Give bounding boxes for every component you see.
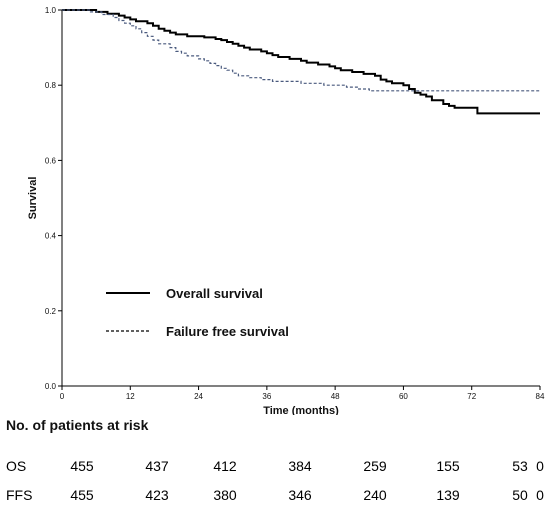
- risk-row-ffs: FFS 455 423 380 346 240 139 50 0: [0, 487, 550, 505]
- risk-row-label: FFS: [6, 487, 33, 503]
- legend-label-overall-survival: Overall survival: [166, 286, 263, 301]
- y-tick-label: 0.6: [45, 156, 57, 165]
- x-tick-label: 84: [536, 392, 545, 401]
- risk-cell: 437: [145, 458, 169, 474]
- legend-label-failure-free-survival: Failure free survival: [166, 324, 289, 339]
- risk-cell: 53: [512, 458, 528, 474]
- axes-layer: 0 12 24 36 48 60 72 84 0.0 0.2 0.4 0.6 0.8 1.0: [45, 6, 545, 401]
- risk-cell: 455: [70, 487, 94, 503]
- y-tick-label: 0.0: [45, 382, 57, 391]
- risk-cell: 412: [213, 458, 237, 474]
- risk-cell: 155: [436, 458, 460, 474]
- y-tick-label: 0.4: [45, 232, 57, 241]
- y-tick-label: 1.0: [45, 6, 57, 15]
- y-tick-label: 0.8: [45, 81, 57, 90]
- x-tick-label: 12: [126, 392, 135, 401]
- x-tick-label: 72: [467, 392, 476, 401]
- x-tick-label: 60: [399, 392, 408, 401]
- y-tick-label: 0.2: [45, 307, 57, 316]
- survival-chart: 0 12 24 36 48 60 72 84 0.0 0.2 0.4 0.6 0.8 1.0 Overal…: [27, 6, 545, 415]
- risk-cell: 0: [536, 487, 544, 503]
- series-layer: [62, 9, 540, 115]
- series-line-failure-free-survival: [62, 9, 540, 92]
- risk-cell: 455: [70, 458, 94, 474]
- x-axis-title: Time (months): [263, 405, 339, 415]
- x-tick-label: 0: [60, 392, 65, 401]
- x-tick-label: 24: [194, 392, 203, 401]
- x-tick-label: 36: [262, 392, 271, 401]
- x-tick-label: 48: [331, 392, 340, 401]
- risk-cell: 346: [288, 487, 312, 503]
- risk-cell: 50: [512, 487, 528, 503]
- risk-cell: 384: [288, 458, 312, 474]
- risk-table-title: No. of patients at risk: [6, 417, 149, 433]
- risk-row-os: OS 455 437 412 384 259 155 53 0: [0, 458, 550, 476]
- risk-cell: 380: [213, 487, 237, 503]
- risk-cell: 259: [363, 458, 387, 474]
- series-line-overall-survival: [62, 9, 540, 115]
- risk-cell: 139: [436, 487, 460, 503]
- legend: Overall survival Failure free survival: [106, 286, 289, 339]
- y-axis-title: Survival: [27, 177, 39, 220]
- risk-cell: 0: [536, 458, 544, 474]
- risk-cell: 240: [363, 487, 387, 503]
- risk-cell: 423: [145, 487, 169, 503]
- risk-row-label: OS: [6, 458, 27, 474]
